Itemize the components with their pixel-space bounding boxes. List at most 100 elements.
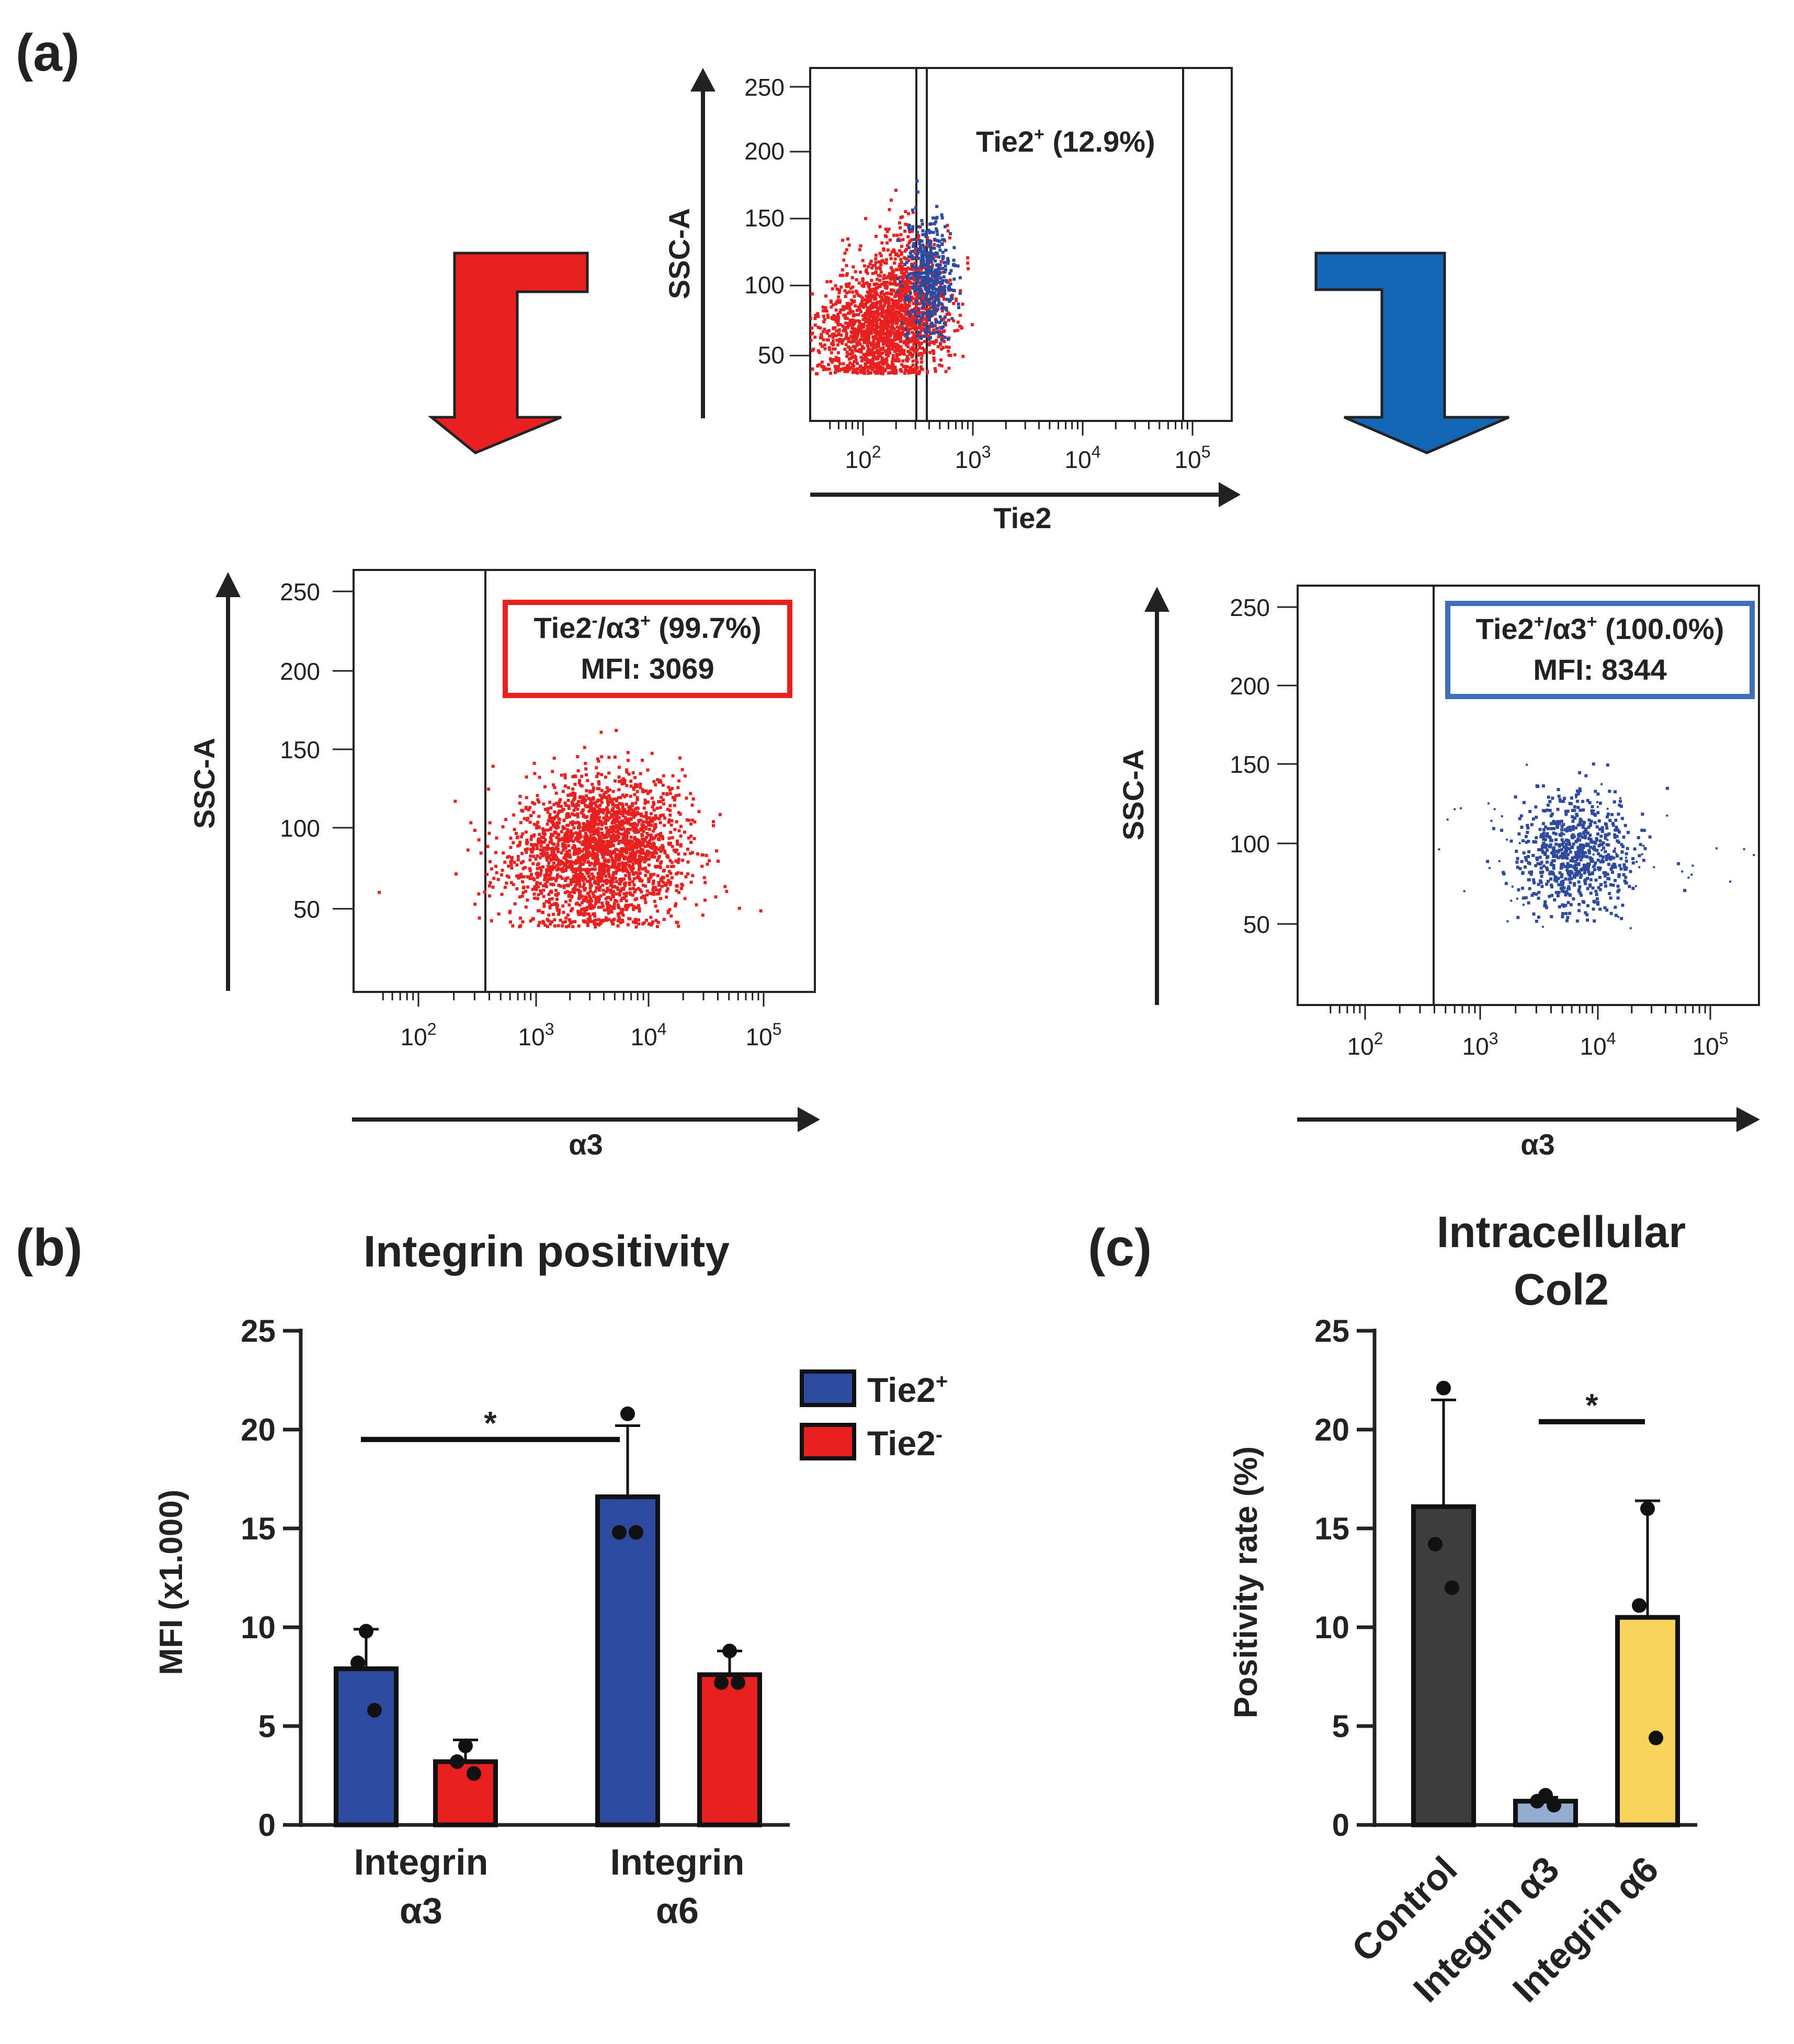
scatter-dot-tie2-neg (566, 876, 570, 880)
scatter-dot-tie2-neg (668, 813, 672, 817)
scatter-dot-tie2-neg (610, 830, 614, 833)
scatter-dot-tie2-neg (638, 888, 642, 892)
scatter-dot-tie2-neg (880, 260, 883, 263)
scatter-dot-tie2-neg (870, 368, 874, 371)
scatter-dot-tie2-neg (650, 892, 654, 896)
scatter-dot-tie2-neg (588, 868, 592, 872)
scatter-dot-tie2-neg (530, 873, 533, 877)
scatter-dot-tie2-neg (919, 357, 923, 360)
scatter-dot-tie2-neg (875, 319, 879, 323)
scatter-dot-tie2-neg (921, 327, 924, 330)
scatter-dot-tie2-pos (913, 237, 916, 241)
scatter-dot-tie2-neg (966, 261, 970, 265)
scatter-dot-tie2-neg (554, 878, 558, 882)
scatter-dot-tie2-neg (596, 895, 600, 899)
scatter-dot-tie2-neg (869, 314, 872, 318)
scatter-dot-tie2-neg (508, 909, 512, 913)
scatter-dot-tie2-neg (538, 826, 541, 829)
scatter-dot-tie2-neg (550, 877, 553, 881)
scatter-dot-tie2-neg (557, 804, 560, 808)
scatter-dot-tie2-neg (597, 812, 600, 816)
scatter-dot-tie2-neg (607, 918, 611, 921)
scatter-dot-tie2-neg (623, 841, 627, 844)
scatter-dot-tie2-neg (561, 862, 565, 865)
scatter-dot-tie2-neg (843, 252, 847, 255)
scatter-dot-tie2-neg (611, 893, 615, 896)
scatter-dot-tie2-neg (611, 876, 615, 880)
scatter-dot-tie2-neg (669, 823, 673, 827)
scatter-dot-tie2-neg (659, 850, 663, 853)
scatter-dot-tie2-neg (610, 852, 614, 855)
scatter-dot-tie2-pos (939, 334, 943, 337)
scatter-dot-tie2-neg (615, 870, 618, 873)
scatter-dot-tie2-neg (589, 838, 593, 842)
scatter-dot-tie2-neg (552, 849, 555, 852)
scatter-dot-tie2-neg (626, 923, 630, 927)
scatter-dot-tie2-neg (627, 904, 630, 907)
right-xtick: 103 (1462, 1029, 1498, 1060)
scatter-dot-tie2-neg (841, 367, 845, 371)
scatter-dot-tie2-neg (814, 314, 817, 317)
scatter-dot-tie2-neg (820, 360, 824, 364)
scatter-dot-tie2-neg (561, 844, 565, 848)
scatter-dot-tie2-neg (599, 921, 603, 925)
scatter-dot-tie2-neg (867, 353, 870, 357)
scatter-dot-tie2-neg (885, 292, 889, 295)
scatter-dot-tie2-neg (830, 305, 833, 309)
scatter-dot-tie2-pos (942, 275, 946, 279)
scatter-dot-tie2-neg (511, 924, 515, 928)
scatter-dot-tie2-neg (811, 368, 814, 371)
scatter-dot-tie2-neg (510, 866, 514, 870)
scatter-dot-tie2-neg (512, 883, 515, 886)
scatter-dot-tie2-neg (657, 838, 661, 841)
scatter-dot-tie2-neg (687, 818, 691, 822)
scatter-dot-tie2-neg (595, 843, 599, 847)
scatter-dot-tie2-neg (877, 273, 880, 277)
scatter-dot-tie2-neg (521, 920, 525, 923)
scatter-dot-tie2-neg (596, 859, 600, 863)
scatter-dot-tie2-neg (848, 309, 852, 312)
scatter-dot-tie2-neg (588, 907, 592, 910)
scatter-dot-tie2-neg (914, 323, 917, 327)
scatter-dot-tie2-neg (824, 294, 827, 298)
scatter-dot-tie2-pos (918, 245, 922, 248)
scatter-dot-tie2-neg (671, 836, 674, 839)
scatter-dot-tie2-neg (602, 792, 606, 796)
scatter-dot-tie2-neg (515, 887, 519, 890)
scatter-dot-tie2-neg (615, 799, 618, 803)
scatter-dot-tie2-neg (667, 820, 671, 824)
scatter-dot-tie2-pos (920, 256, 924, 259)
scatter-dot-tie2-neg (861, 259, 865, 262)
scatter-dot-tie2-neg (947, 353, 951, 357)
scatter-dot-tie2-neg (607, 896, 611, 899)
scatter-dot-tie2-neg (546, 855, 550, 859)
scatter-dot-tie2-neg (642, 830, 645, 833)
scatter-dot-tie2-neg (554, 888, 558, 892)
scatter-dot-tie2-neg (889, 316, 892, 320)
scatter-dot-tie2-neg (551, 867, 554, 871)
scatter-dot-tie2-neg (597, 923, 601, 927)
scatter-dot-tie2-neg (902, 290, 905, 293)
scatter-dot-tie2-neg (948, 279, 952, 282)
scatter-dot-tie2-neg (914, 311, 917, 315)
scatter-dot-tie2-neg (634, 801, 638, 805)
scatter-dot-tie2-neg (822, 368, 825, 371)
scatter-dot-tie2-neg (890, 325, 893, 329)
scatter-dot-tie2-pos (940, 326, 944, 330)
scatter-dot-tie2-neg (657, 892, 661, 896)
scatter-dot-tie2-neg (549, 836, 552, 839)
scatter-dot-tie2-pos (1598, 839, 1602, 843)
scatter-dot-tie2-neg (606, 888, 610, 892)
scatter-dot-tie2-neg (672, 864, 675, 868)
scatter-dot-tie2-neg (561, 825, 565, 829)
scatter-dot-tie2-neg (570, 860, 573, 863)
scatter-dot-tie2-neg (832, 303, 835, 307)
scatter-dot-tie2-pos (1525, 840, 1528, 844)
scatter-dot-tie2-neg (859, 356, 863, 359)
scatter-dot-tie2-neg (588, 880, 592, 884)
scatter-dot-tie2-neg (575, 880, 578, 883)
scatter-dot-tie2-neg (679, 843, 683, 847)
scatter-dot-tie2-neg (691, 797, 695, 801)
scatter-dot-tie2-neg (604, 897, 608, 900)
scatter-dot-tie2-pos (922, 302, 925, 306)
